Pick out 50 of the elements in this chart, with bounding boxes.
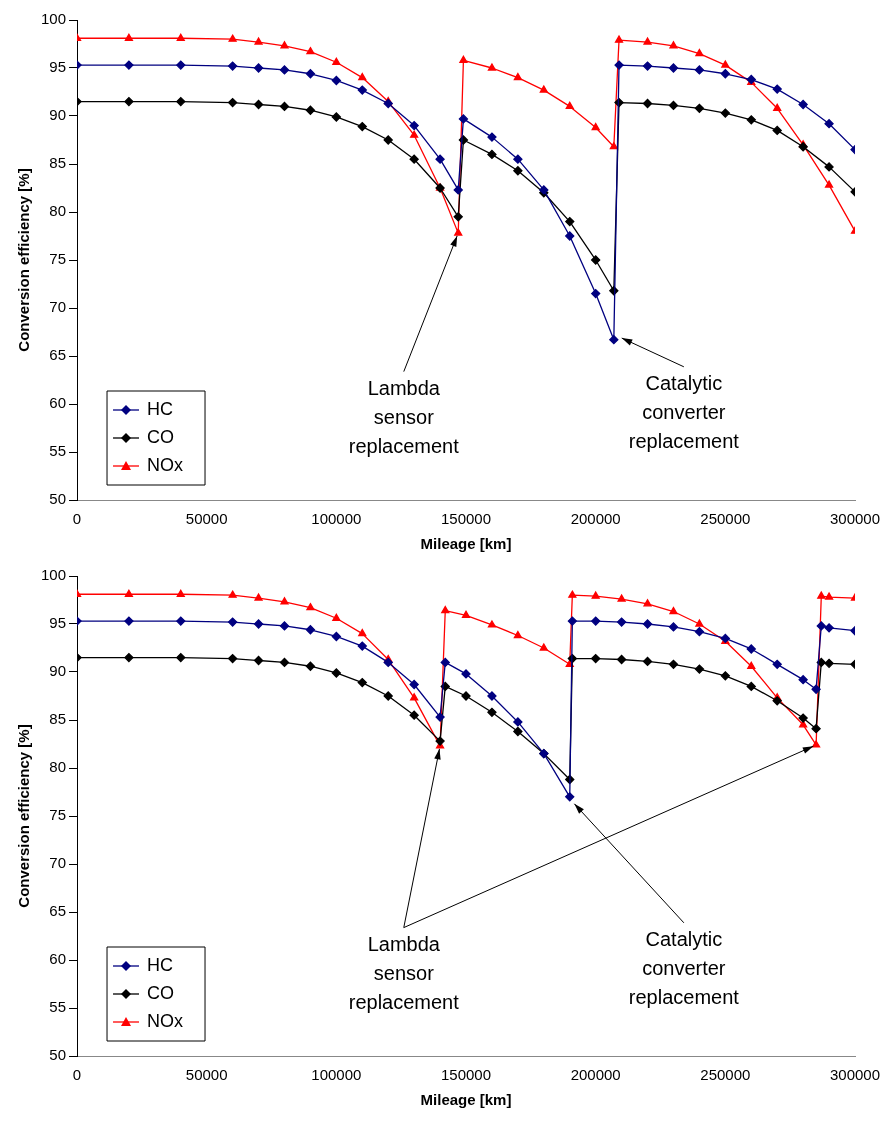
annotation: Lambda sensor replacement	[348, 377, 460, 458]
legend-label: NOx	[147, 454, 184, 475]
y-tick-label: 90	[49, 662, 67, 680]
y-tick-label: 50	[49, 490, 67, 508]
y-tick-label: 75	[49, 806, 67, 824]
x-tick-label: 100000	[311, 510, 362, 528]
legend-label: CO	[147, 426, 175, 447]
x-tick-label: 200000	[570, 510, 621, 528]
y-tick-label: 55	[49, 442, 67, 460]
x-tick-label: 300000	[829, 1066, 881, 1084]
y-tick-label: 65	[49, 902, 67, 920]
legend-label: CO	[147, 982, 175, 1003]
y-tick-label: 70	[49, 298, 67, 316]
x-axis-title: Mileage [km]	[420, 1091, 512, 1109]
annotation: Catalytic converter replacement	[628, 372, 740, 453]
x-tick-label: 150000	[440, 1066, 492, 1084]
x-tick-label: 200000	[570, 1066, 621, 1084]
y-tick-label: 50	[49, 1046, 67, 1064]
y-tick-label: 100	[41, 10, 67, 28]
y-axis-title: Conversion efficiency [%]	[15, 168, 33, 352]
legend-label: HC	[147, 398, 174, 419]
y-tick-label: 80	[49, 758, 67, 776]
y-tick-label: 90	[49, 106, 67, 124]
x-tick-label: 50000	[185, 1066, 228, 1084]
y-axis-title: Conversion efficiency [%]	[15, 724, 33, 908]
x-tick-label: 0	[72, 510, 82, 528]
y-tick-label: 100	[41, 566, 67, 584]
legend-label: NOx	[147, 1010, 184, 1031]
x-tick-label: 0	[72, 1066, 82, 1084]
x-tick-label: 300000	[829, 510, 881, 528]
x-tick-label: 50000	[185, 510, 228, 528]
x-tick-label: 150000	[440, 510, 492, 528]
y-tick-label: 65	[49, 346, 67, 364]
y-tick-label: 60	[49, 394, 67, 412]
y-tick-label: 75	[49, 250, 67, 268]
x-tick-label: 250000	[700, 1066, 751, 1084]
x-axis-title: Mileage [km]	[420, 535, 512, 553]
annotation: Catalytic converter replacement	[628, 928, 740, 1009]
x-tick-label: 250000	[700, 510, 751, 528]
y-tick-label: 95	[49, 614, 67, 632]
y-tick-label: 55	[49, 998, 67, 1016]
y-tick-label: 70	[49, 854, 67, 872]
legend-label: HC	[147, 954, 174, 975]
y-tick-label: 80	[49, 202, 67, 220]
y-tick-label: 60	[49, 950, 67, 968]
y-tick-label: 85	[49, 154, 67, 172]
y-tick-label: 95	[49, 58, 67, 76]
y-tick-label: 85	[49, 710, 67, 728]
annotation: Lambda sensor replacement	[348, 933, 460, 1014]
x-tick-label: 100000	[311, 1066, 362, 1084]
